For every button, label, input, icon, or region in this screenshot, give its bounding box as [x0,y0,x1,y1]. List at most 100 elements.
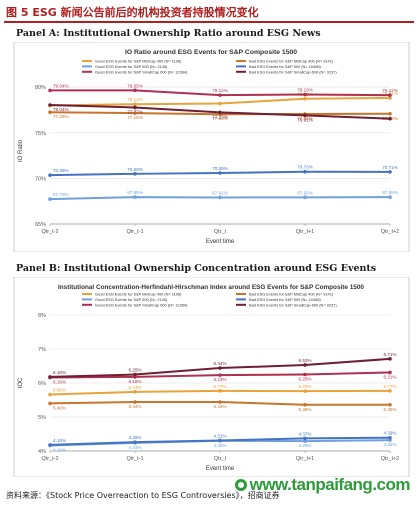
panel-b-data-label-3-4: 4.39% [383,431,396,436]
panel-b-data-label-2-4: 4.32% [383,442,396,447]
panel-a-data-label-5-1: 77.77% [127,109,143,114]
panel-a-legend-label-3: Bad ESG Events for S&P 500 (N= 10468) [249,64,322,69]
panel-a-point-4-3 [303,92,307,97]
panel-a-ytick-1: 70% [35,176,46,182]
panel-b-data-label-5-2: 6.44% [213,361,226,366]
panel-a-data-label-4-2: 79.12% [212,88,228,93]
panel-a-point-4-4 [388,93,392,97]
panel-a-data-label-1-0: 77.25% [53,114,69,119]
panel-b-point-5-0 [48,375,52,379]
panel-a-point-0-2 [218,101,222,106]
panel-b-point-1-0 [48,401,52,406]
panel-a-data-label-5-0: 78.04% [53,107,69,112]
panel-a-point-5-2 [218,110,222,115]
panel-b-ytick-3: 7% [38,347,46,353]
panel-a-legend-label-1: Bad ESG Events for S&P MidCap 400 (N= 31… [249,59,334,64]
panel-b-data-label-1-1: 5.44% [128,404,141,409]
panel-b-data-label-1-0: 5.40% [53,405,66,410]
panel-b-point-5-2 [218,366,222,370]
panel-a-data-label-5-3: 76.91% [297,117,313,122]
panel-b-legend-label-3: Bad ESG Events for S&P 500 (N= 10468) [249,297,322,302]
panel-a-data-label-4-3: 79.19% [297,88,313,93]
panel-a-point-2-4 [388,195,392,199]
panel-b-point-0-2 [218,389,222,393]
panel-b-legend-label-0: Good ESG Events for S&P MidCap 400 (N= 1… [95,292,182,297]
panel-b-xtick-1: Qtr_t-1 [126,456,143,462]
panel-a-data-label-1-2: 77.03% [212,116,228,121]
panel-b-point-3-2 [218,438,222,443]
panel-b-xtick-2: Qtr_t [214,456,227,462]
panel-b-data-label-0-0: 5.66% [53,388,66,393]
panel-b-data-label-0-2: 5.77% [213,384,226,389]
panel-a-point-2-2 [218,195,222,200]
panel-a-data-label-2-1: 67.95% [127,190,143,195]
panel-a-point-0-3 [303,97,307,101]
panel-b-data-label-2-0: 4.16% [53,448,66,453]
panel-a-ytick-3: 80% [35,85,46,91]
panel-a-point-0-4 [388,96,392,100]
chart-panel-a: IO Ratio around ESG Events for S&P Compo… [13,42,410,252]
panel-b-xtick-0: Qtr_t-2 [41,456,58,462]
panel-a-data-label-3-3: 70.73% [297,165,313,170]
panel-b-point-4-3 [303,372,307,377]
panel-a-point-3-4 [388,170,392,174]
panel-b-point-5-1 [133,372,137,377]
panel-b-point-3-4 [388,435,392,440]
panel-b-data-label-1-2: 5.44% [213,404,226,409]
panel-a-data-label-3-2: 70.59% [212,166,228,171]
panel-b-legend-label-1: Bad ESG Events for S&P MidCap 400 (N= 31… [249,292,334,297]
panel-b-point-5-3 [303,363,307,367]
panel-a-point-0-1 [133,102,137,106]
panel-a-data-label-2-4: 67.95% [382,190,398,195]
panel-a-data-label-2-0: 67.73% [53,192,69,197]
panel-a-xtick-3: Qtr_t+1 [296,229,315,235]
panel-b-point-1-1 [133,400,137,404]
watermark-text: www.tanpaifang.com [249,475,411,494]
figure-title: 图 5 ESG 新闻公告前后的机构投资者持股情况变化 [6,6,259,19]
panel-b-data-label-3-3: 4.37% [298,431,311,436]
panel-b-data-label-0-3: 5.76% [298,384,311,389]
panel-b-data-label-5-0: 6.18% [53,370,66,375]
panel-b-point-1-4 [388,402,392,407]
panel-b-data-label-4-2: 6.23% [213,377,226,382]
chart-panel-b: Institutional Concentration-Herfindahl-H… [13,277,410,477]
panel-b-point-3-0 [48,443,52,447]
panel-a-point-3-1 [133,172,137,176]
panel-a-frame [13,42,410,252]
panel-b-point-3-3 [303,436,307,441]
panel-b-xtick-3: Qtr_t+1 [296,456,315,462]
panel-a-data-label-1-3: 77.05% [297,116,313,121]
panel-a-legend-label-0: Good ESG Events for S&P MidCap 400 (N= 1… [95,59,182,64]
panel-b-point-0-3 [303,389,307,393]
panel-b-legend-label-4: Good ESG Events for S&P SmallCap 600 (N=… [95,302,188,307]
panel-a-point-2-1 [133,195,137,199]
panel-a-data-label-2-3: 67.92% [297,190,313,195]
panel-b-point-1-2 [218,400,222,404]
panel-a-data-label-3-4: 70.71% [382,165,398,170]
panel-a-point-2-0 [48,197,52,201]
panel-b-point-4-4 [388,370,392,375]
panel-b-data-label-4-0: 6.16% [53,380,66,385]
panel-b-ytick-2: 6% [38,381,46,387]
panel-b-data-label-5-4: 6.71% [383,352,396,357]
panel-a-legend-label-5: Bad ESG Events for S&P SmallCap 600 (N= … [249,69,337,74]
panel-b-point-4-2 [218,373,222,377]
panel-b-data-label-3-0: 4.18% [53,438,66,443]
panel-a-point-3-3 [303,169,307,174]
panel-a-data-label-4-4: 79.12% [382,88,398,93]
panel-a-legend-label-2: Good ESG Events for S&P 500 (N= 2145) [95,64,168,69]
panel-b-data-label-4-3: 6.25% [298,377,311,382]
panel-a-legend-label-4: Good ESG Events for S&P SmallCap 600 (N=… [95,69,188,74]
panel-a-data-label-4-1: 79.65% [127,83,143,88]
panel-a-data-label-3-0: 70.35% [53,168,69,173]
panel-a-title: Panel A: Institutional Ownership Ratio a… [16,28,321,39]
panel-a-xtick-0: Qtr_t-2 [41,229,58,235]
panel-a-point-1-4 [388,111,392,116]
panel-b-title: Panel B: Institutional Ownership Concent… [16,263,377,274]
panel-b-data-label-0-1: 5.74% [128,385,141,390]
panel-b-point-5-4 [388,357,392,361]
panel-b-xtick-4: Qtr_t+2 [381,456,400,462]
panel-b-data-label-3-2: 4.31% [213,433,226,438]
panel-b-point-1-3 [303,402,307,407]
source-note: 资料来源：《Stock Price Overreaction to ESG Co… [6,491,280,500]
